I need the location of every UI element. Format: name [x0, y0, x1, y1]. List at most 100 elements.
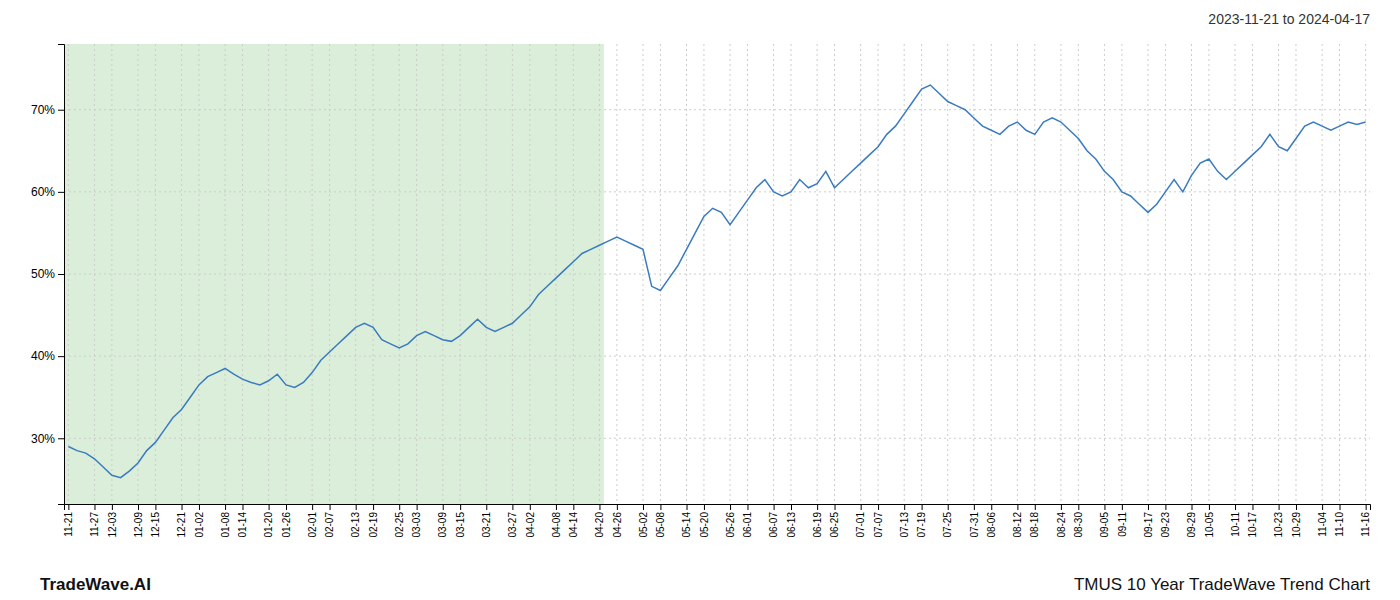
x-tick-label: 06-13	[786, 512, 797, 538]
grid-line-x	[373, 44, 374, 504]
chart: 11-2111-2712-0312-0912-1512-2101-0201-08…	[0, 0, 1400, 600]
x-tick: 05-20	[699, 504, 710, 538]
x-tick: 03-27	[507, 504, 518, 538]
y-tick-mark	[58, 192, 64, 193]
x-tick: 06-13	[786, 504, 797, 538]
x-tick: 10-05	[1204, 504, 1215, 538]
grid-line-x	[268, 44, 269, 504]
x-tick: 08-18	[1029, 504, 1040, 538]
x-tick-label: 05-08	[655, 512, 666, 538]
x-tick-mark	[1252, 504, 1253, 510]
grid-line-x	[329, 44, 330, 504]
x-tick-label: 07-19	[916, 512, 927, 538]
x-tick-mark	[530, 504, 531, 510]
x-tick-mark	[904, 504, 905, 510]
grid-line-x	[94, 44, 95, 504]
x-tick-mark	[1148, 504, 1149, 510]
x-tick: 01-14	[237, 504, 248, 538]
x-tick-label: 03-03	[411, 512, 422, 538]
x-tick-mark	[599, 504, 600, 510]
grid-line-x	[616, 44, 617, 504]
x-tick-mark	[1192, 504, 1193, 510]
x-tick-mark	[68, 504, 69, 510]
grid-line-x	[573, 44, 574, 504]
x-tick-label: 11-27	[89, 512, 100, 537]
x-tick: 03-21	[481, 504, 492, 538]
x-tick: 11-27	[89, 504, 100, 537]
x-tick: 08-12	[1012, 504, 1023, 538]
grid-line-x	[834, 44, 835, 504]
grid-line-x	[703, 44, 704, 504]
x-tick-label: 09-17	[1143, 512, 1154, 538]
x-tick-label: 05-14	[681, 512, 692, 538]
x-tick-label: 08-24	[1056, 512, 1067, 538]
x-tick: 06-01	[742, 504, 753, 538]
x-tick: 05-08	[655, 504, 666, 538]
x-tick: 12-21	[176, 504, 187, 538]
x-tick-mark	[182, 504, 183, 510]
x-tick-label: 12-21	[176, 512, 187, 538]
x-tick-label: 06-19	[812, 512, 823, 538]
grid-line-x	[111, 44, 112, 504]
grid-line-x	[599, 44, 600, 504]
x-tick-label: 12-09	[133, 512, 144, 538]
x-tick-mark	[286, 504, 287, 510]
x-tick-label: 01-08	[220, 512, 231, 538]
x-tick-mark	[269, 504, 270, 510]
x-tick-label: 05-20	[699, 512, 710, 538]
x-tick: 04-02	[525, 504, 536, 538]
x-tick-mark	[460, 504, 461, 510]
x-tick-label: 01-20	[263, 512, 274, 538]
x-tick-label: 06-25	[829, 512, 840, 538]
x-tick-mark	[443, 504, 444, 510]
grid-line-x	[68, 44, 69, 504]
grid-line-x	[730, 44, 731, 504]
y-tick: 40%	[31, 349, 64, 363]
x-tick-label: 10-29	[1291, 512, 1302, 538]
title: 2023-11-21 to 2024-04-17	[1208, 11, 1370, 27]
x-tick-label: 08-06	[986, 512, 997, 538]
marks	[64, 44, 1370, 504]
x-tick: 07-31	[969, 504, 980, 538]
x-tick-label: 11-21	[63, 512, 74, 537]
grid-line-x	[660, 44, 661, 504]
x-axis-line	[65, 505, 1371, 511]
x-tick-mark	[138, 504, 139, 510]
grid-line-x	[947, 44, 948, 504]
x-tick-label: 04-02	[525, 512, 536, 538]
grid-line-x	[991, 44, 992, 504]
y-tick-mark	[58, 438, 64, 439]
y-tick-label: 50%	[31, 267, 55, 281]
grid-line-x	[1191, 44, 1192, 504]
x-tick-mark	[948, 504, 949, 510]
grid-line-x	[155, 44, 156, 504]
x-tick: 10-29	[1291, 504, 1302, 538]
x-tick: 06-25	[829, 504, 840, 538]
x-tick: 02-25	[394, 504, 405, 538]
x-tick-label: 06-01	[742, 512, 753, 538]
x-tick: 09-05	[1099, 504, 1110, 538]
grid-line-x	[642, 44, 643, 504]
x-tick-label: 04-20	[594, 512, 605, 538]
x-tick-label: 03-21	[481, 512, 492, 538]
x-tick-label: 02-01	[307, 512, 318, 538]
grid-line-x	[1034, 44, 1035, 504]
x-tick-label: 09-23	[1160, 512, 1171, 538]
x-tick: 05-02	[638, 504, 649, 538]
x-tick: 02-19	[368, 504, 379, 538]
x-tick-label: 12-03	[107, 512, 118, 538]
y-tick: 50%	[31, 267, 64, 281]
x-tick-mark	[643, 504, 644, 510]
x-tick-label: 08-18	[1029, 512, 1040, 538]
x-tick: 08-30	[1073, 504, 1084, 538]
x-tick-mark	[312, 504, 313, 510]
x-tick-mark	[573, 504, 574, 510]
x-tick-label: 12-15	[150, 512, 161, 538]
x-tick: 10-11	[1230, 504, 1241, 537]
x-tick-label: 05-26	[725, 512, 736, 538]
x-tick-mark	[330, 504, 331, 510]
x-tick-label: 11-04	[1317, 512, 1328, 537]
x-tick-label: 04-14	[568, 512, 579, 538]
x-tick: 01-26	[281, 504, 292, 538]
x-tick-mark	[835, 504, 836, 510]
